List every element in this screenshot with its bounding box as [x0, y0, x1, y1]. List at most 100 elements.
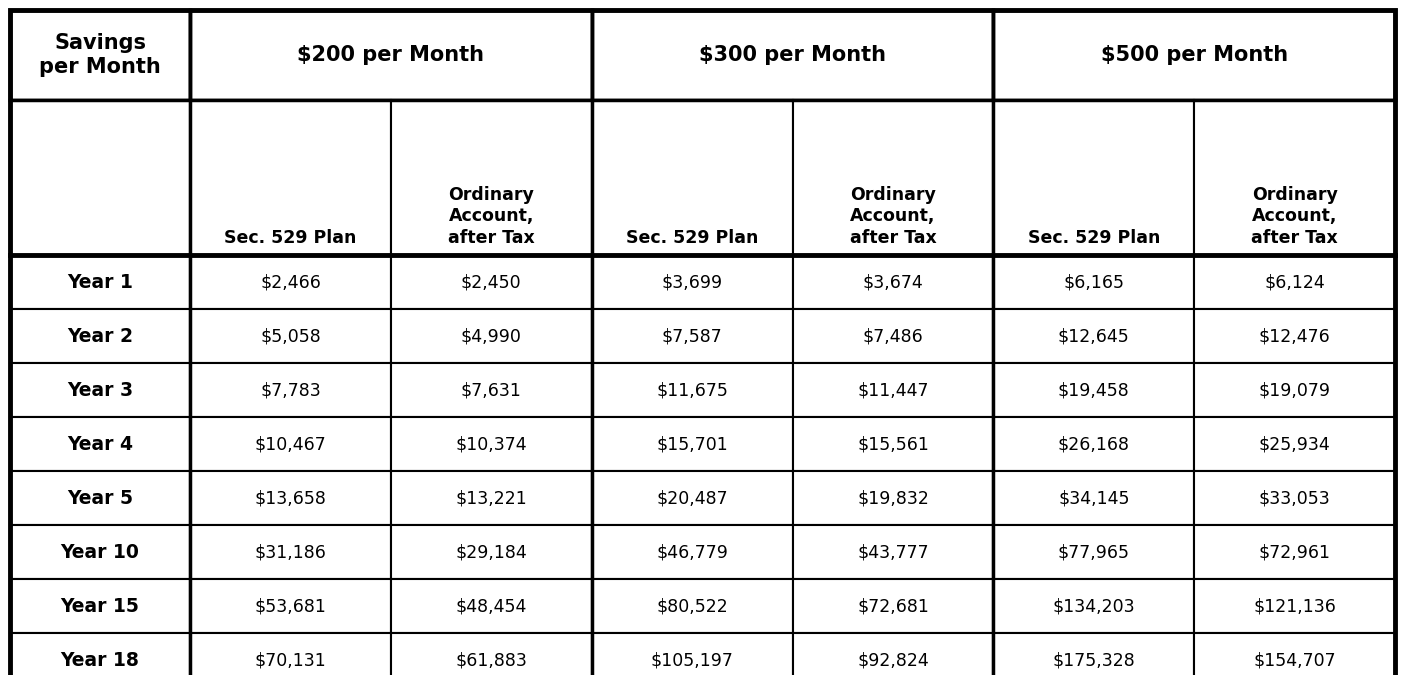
- Text: $12,645: $12,645: [1058, 327, 1130, 345]
- Bar: [792, 525, 993, 579]
- Bar: [190, 10, 592, 100]
- Bar: [592, 255, 792, 309]
- Bar: [792, 417, 993, 471]
- Text: $134,203: $134,203: [1052, 597, 1135, 615]
- Text: $7,486: $7,486: [863, 327, 923, 345]
- Bar: [190, 255, 391, 309]
- Bar: [993, 417, 1194, 471]
- Text: $6,165: $6,165: [1064, 273, 1124, 291]
- Text: $61,883: $61,883: [455, 651, 527, 669]
- Text: Savings
per Month: Savings per Month: [39, 33, 162, 76]
- Text: Year 2: Year 2: [67, 327, 133, 346]
- Bar: [592, 363, 792, 417]
- Text: Ordinary
Account,
after Tax: Ordinary Account, after Tax: [448, 186, 535, 247]
- Bar: [592, 579, 792, 633]
- Bar: [592, 525, 792, 579]
- Bar: [190, 309, 391, 363]
- Text: $500 per Month: $500 per Month: [1100, 45, 1288, 65]
- Bar: [391, 633, 592, 675]
- Bar: [1194, 309, 1395, 363]
- Bar: [10, 579, 190, 633]
- Bar: [1194, 363, 1395, 417]
- Text: $10,374: $10,374: [455, 435, 527, 453]
- Bar: [10, 471, 190, 525]
- Bar: [792, 471, 993, 525]
- Bar: [993, 579, 1194, 633]
- Text: $19,458: $19,458: [1058, 381, 1130, 399]
- Bar: [391, 255, 592, 309]
- Text: $15,701: $15,701: [656, 435, 728, 453]
- Text: Year 1: Year 1: [67, 273, 133, 292]
- Text: Year 10: Year 10: [60, 543, 139, 562]
- Bar: [792, 255, 993, 309]
- Bar: [391, 417, 592, 471]
- Bar: [10, 417, 190, 471]
- Bar: [792, 633, 993, 675]
- Text: Year 18: Year 18: [60, 651, 139, 670]
- Bar: [10, 255, 190, 309]
- Text: $92,824: $92,824: [857, 651, 929, 669]
- Bar: [592, 309, 792, 363]
- Bar: [592, 10, 993, 100]
- Text: $3,674: $3,674: [863, 273, 923, 291]
- Bar: [10, 363, 190, 417]
- Text: $5,058: $5,058: [260, 327, 320, 345]
- Bar: [993, 255, 1194, 309]
- Bar: [792, 363, 993, 417]
- Text: $26,168: $26,168: [1058, 435, 1130, 453]
- Text: $25,934: $25,934: [1259, 435, 1331, 453]
- Text: $11,447: $11,447: [857, 381, 929, 399]
- Text: $175,328: $175,328: [1052, 651, 1135, 669]
- Bar: [993, 471, 1194, 525]
- Text: Ordinary
Account,
after Tax: Ordinary Account, after Tax: [850, 186, 936, 247]
- Bar: [792, 100, 993, 255]
- Bar: [1194, 417, 1395, 471]
- Bar: [190, 633, 391, 675]
- Bar: [190, 100, 391, 255]
- Bar: [190, 363, 391, 417]
- Text: $29,184: $29,184: [455, 543, 527, 561]
- Bar: [1194, 100, 1395, 255]
- Bar: [190, 579, 391, 633]
- Bar: [190, 417, 391, 471]
- Bar: [792, 579, 993, 633]
- Bar: [10, 633, 190, 675]
- Bar: [190, 525, 391, 579]
- Bar: [592, 100, 792, 255]
- Bar: [1194, 525, 1395, 579]
- Bar: [391, 471, 592, 525]
- Text: $43,777: $43,777: [857, 543, 929, 561]
- Bar: [993, 10, 1395, 100]
- Text: $33,053: $33,053: [1259, 489, 1331, 507]
- Text: Year 4: Year 4: [67, 435, 133, 454]
- Text: $6,124: $6,124: [1264, 273, 1325, 291]
- Text: $72,961: $72,961: [1259, 543, 1331, 561]
- Bar: [190, 471, 391, 525]
- Text: $3,699: $3,699: [662, 273, 722, 291]
- Bar: [10, 100, 190, 255]
- Text: $80,522: $80,522: [656, 597, 728, 615]
- Bar: [391, 579, 592, 633]
- Bar: [391, 525, 592, 579]
- Text: Sec. 529 Plan: Sec. 529 Plan: [1027, 229, 1161, 247]
- Bar: [10, 10, 190, 100]
- Text: $121,136: $121,136: [1253, 597, 1336, 615]
- Text: $10,467: $10,467: [254, 435, 326, 453]
- Text: $12,476: $12,476: [1259, 327, 1331, 345]
- Text: $77,965: $77,965: [1058, 543, 1130, 561]
- Bar: [1194, 579, 1395, 633]
- Text: $72,681: $72,681: [857, 597, 929, 615]
- Text: $154,707: $154,707: [1253, 651, 1336, 669]
- Text: $20,487: $20,487: [656, 489, 728, 507]
- Bar: [993, 525, 1194, 579]
- Bar: [10, 309, 190, 363]
- Text: Year 15: Year 15: [60, 597, 139, 616]
- Bar: [391, 309, 592, 363]
- Text: $105,197: $105,197: [651, 651, 733, 669]
- Bar: [391, 100, 592, 255]
- Bar: [993, 633, 1194, 675]
- Text: Sec. 529 Plan: Sec. 529 Plan: [225, 229, 357, 247]
- Bar: [391, 363, 592, 417]
- Text: $31,186: $31,186: [254, 543, 326, 561]
- Bar: [792, 309, 993, 363]
